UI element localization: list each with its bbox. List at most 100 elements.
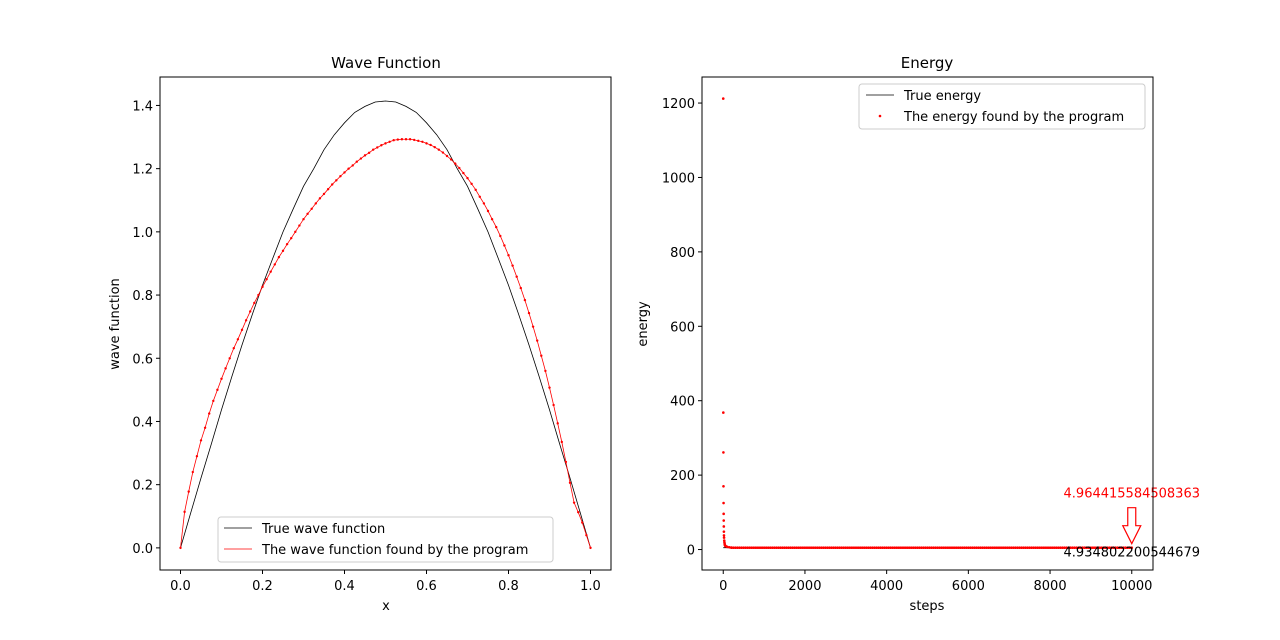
- program-energy-point: [1067, 546, 1070, 549]
- program-energy-point: [740, 546, 743, 549]
- program-wave-function-point: [425, 142, 428, 145]
- program-energy-point: [722, 411, 725, 414]
- program-energy-point: [1065, 546, 1068, 549]
- program-energy-point: [942, 546, 946, 549]
- program-energy-point: [819, 546, 823, 549]
- program-energy-point: [1073, 546, 1076, 549]
- program-energy-point: [1061, 546, 1064, 549]
- program-energy-point: [1009, 546, 1013, 549]
- program-energy-point: [793, 546, 797, 549]
- legend-label-true-energy: True energy: [903, 89, 981, 104]
- program-wave-function-point: [257, 293, 260, 297]
- wave-function-series: [179, 100, 592, 550]
- annotation-true-energy: 4.934802200544679: [1064, 546, 1200, 561]
- program-energy-point: [877, 546, 880, 549]
- program-wave-function-point: [470, 182, 473, 186]
- program-energy-point: [1028, 546, 1031, 549]
- program-energy-point: [907, 546, 911, 549]
- program-wave-function-point: [568, 481, 572, 484]
- program-energy-point: [1105, 546, 1109, 549]
- program-energy-point: [987, 546, 991, 549]
- program-energy-point: [866, 546, 870, 549]
- program-energy-point: [1044, 546, 1048, 549]
- energy-ytick-label: 1200: [662, 97, 695, 112]
- program-energy-point: [883, 546, 886, 549]
- program-wave-function-point: [458, 166, 461, 170]
- program-wave-function-point: [486, 209, 490, 213]
- wave-function-title: Wave Function: [331, 54, 441, 72]
- program-energy-point: [887, 546, 890, 549]
- wave-function-ytick-label: 0.0: [132, 542, 153, 557]
- program-energy-point: [760, 546, 764, 549]
- program-energy-point: [722, 534, 726, 537]
- program-energy-point: [836, 546, 839, 549]
- energy-ticks: 0 2000 4000 6000 8000 10000 0 200 400 600 800 1000 1…: [662, 97, 1153, 594]
- program-energy-point: [781, 546, 784, 549]
- program-energy-point: [807, 546, 811, 549]
- program-energy-point: [993, 546, 997, 549]
- program-energy-point: [1120, 546, 1123, 549]
- program-energy-point: [832, 546, 835, 549]
- program-energy-point: [1036, 546, 1040, 549]
- energy-legend-box: [858, 83, 1146, 130]
- program-energy-point: [924, 546, 927, 549]
- program-wave-function-point: [511, 264, 514, 267]
- program-wave-function-point: [523, 298, 527, 302]
- wave-function-ytick-label: 0.6: [132, 352, 153, 367]
- program-energy-point: [1103, 546, 1107, 549]
- program-energy-point: [722, 536, 726, 539]
- program-wave-function-point: [187, 490, 190, 493]
- program-energy-point: [1081, 546, 1085, 549]
- program-energy-point: [1122, 546, 1125, 549]
- program-energy-point: [779, 546, 782, 549]
- wave-function-ticks: 0.0 0.2 0.4 0.6 0.8 1.0 0.0 0.2 0.4 0.6 0.8 1.0 1.2 1…: [132, 99, 601, 594]
- program-wave-function-point: [449, 158, 453, 161]
- program-energy-point: [948, 546, 952, 549]
- energy-xtick-label: 0: [719, 579, 727, 594]
- program-wave-function-point: [503, 244, 506, 247]
- program-energy-point: [1003, 546, 1007, 549]
- program-energy-point: [901, 546, 905, 549]
- program-wave-function-point: [228, 357, 231, 360]
- energy-ytick-label: 600: [670, 320, 695, 335]
- program-wave-function-point: [216, 388, 219, 392]
- program-energy-point: [956, 546, 960, 549]
- program-energy-point: [738, 546, 741, 549]
- program-wave-function-point: [179, 546, 182, 550]
- program-energy-point: [840, 546, 844, 549]
- program-energy-point: [1071, 546, 1074, 549]
- energy-legend: True energy The energy found by the prog…: [858, 83, 1146, 130]
- program-wave-function-point: [515, 275, 518, 278]
- energy-xlabel: steps: [910, 599, 945, 614]
- program-wave-function-point: [191, 470, 194, 474]
- wave-function-ylabel: wave function: [108, 278, 123, 370]
- program-energy-point: [913, 546, 917, 549]
- program-energy-point: [1005, 546, 1009, 549]
- program-energy-point: [889, 546, 893, 549]
- program-energy-point: [938, 546, 942, 549]
- program-wave-function-point: [552, 403, 555, 407]
- program-wave-function-point: [560, 440, 563, 444]
- program-wave-function-point: [199, 439, 203, 442]
- program-energy-point: [1085, 546, 1089, 549]
- program-energy-point: [1058, 546, 1062, 549]
- program-wave-function-point: [195, 455, 199, 458]
- wave-function-ytick-label: 1.4: [132, 99, 153, 114]
- program-wave-function-point: [285, 242, 289, 246]
- program-wave-function-point: [396, 138, 399, 141]
- wave-function-plot: Wave Function x wave function 0.0 0.2 0.4 0…: [108, 54, 612, 614]
- program-energy-point: [975, 546, 978, 549]
- program-energy-point: [838, 546, 841, 549]
- program-energy-point: [954, 546, 958, 549]
- program-wave-function-point: [244, 319, 248, 322]
- program-wave-function-point: [531, 325, 535, 328]
- program-energy-point: [754, 546, 758, 549]
- program-wave-function-point: [322, 192, 326, 196]
- program-energy-point: [1095, 546, 1099, 549]
- wave-function-xlabel: x: [382, 599, 390, 614]
- program-wave-function-point: [548, 386, 551, 389]
- program-wave-function-point: [261, 285, 264, 289]
- program-energy-point: [1032, 546, 1036, 549]
- program-energy-point: [722, 512, 725, 516]
- program-wave-function-point: [527, 311, 531, 315]
